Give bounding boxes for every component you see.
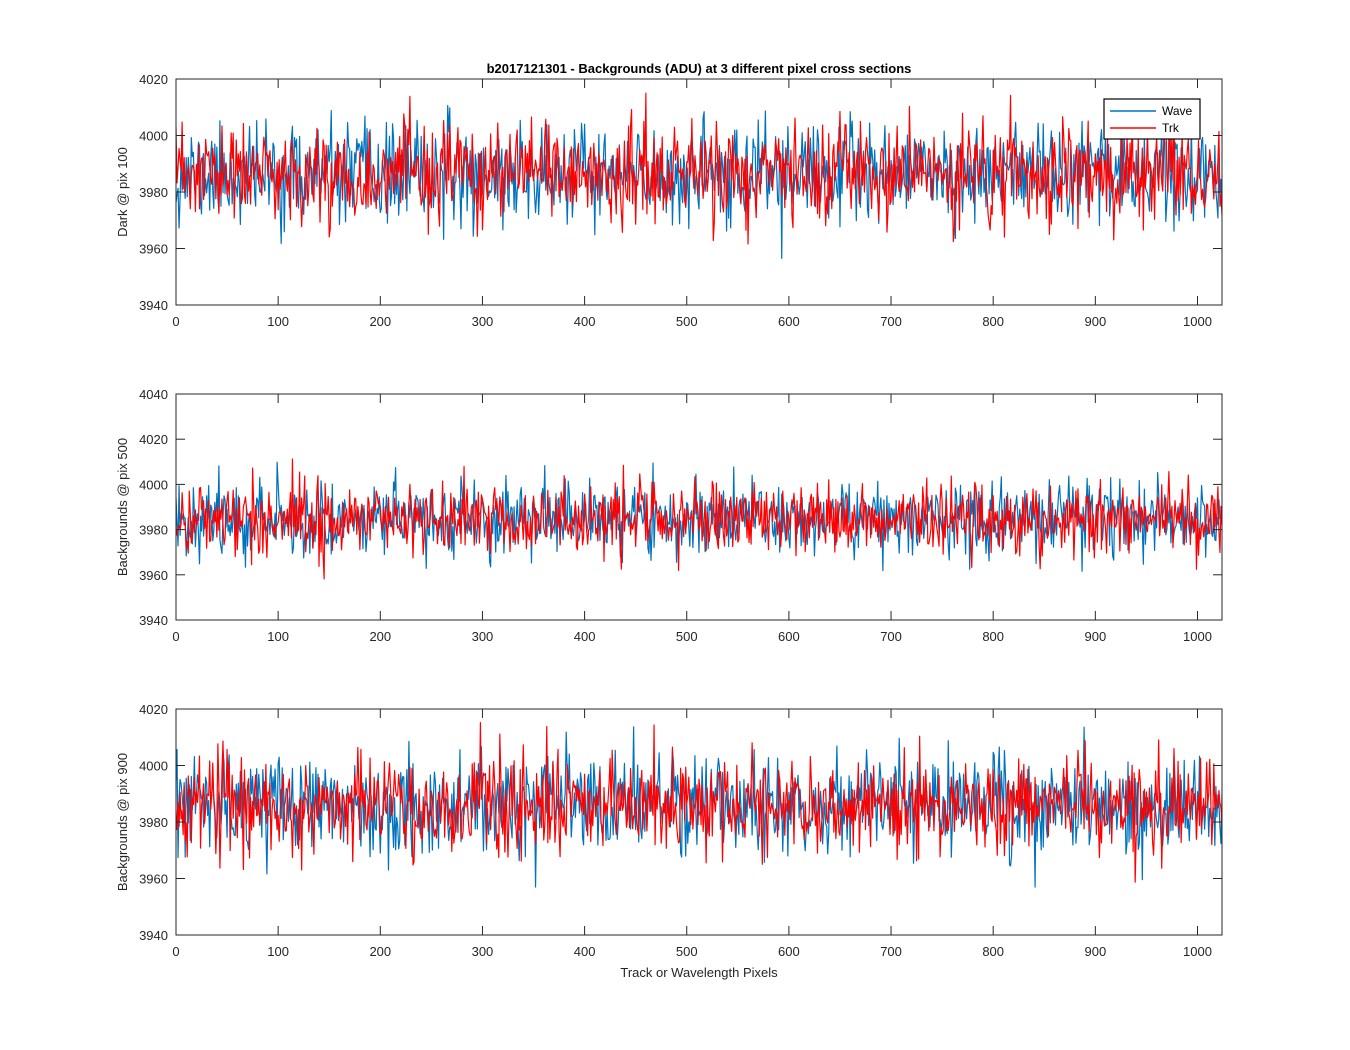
x-tick-label: 600 bbox=[778, 944, 800, 959]
x-tick-label: 200 bbox=[369, 944, 391, 959]
y-axis-label: Backgrounds @ pix 500 bbox=[115, 438, 130, 576]
legend-entry-trk: Trk bbox=[1162, 121, 1180, 135]
y-tick-label: 4040 bbox=[139, 387, 168, 402]
y-tick-label: 4000 bbox=[139, 129, 168, 144]
legend: Wave Trk bbox=[1103, 98, 1201, 140]
x-tick-label: 1000 bbox=[1183, 629, 1212, 644]
x-tick-label: 700 bbox=[880, 629, 902, 644]
x-tick-label: 700 bbox=[880, 314, 902, 329]
y-tick-label: 3980 bbox=[139, 185, 168, 200]
x-tick-label: 1000 bbox=[1183, 314, 1212, 329]
panel-backgrounds-pix-900: 0 100 200 300 400 500 600 700 800 900 1000 3940 3960… bbox=[115, 702, 1223, 959]
x-axis-label: Track or Wavelength Pixels bbox=[620, 965, 778, 980]
y-tick-label: 3980 bbox=[139, 523, 168, 538]
x-tick-label: 800 bbox=[982, 314, 1004, 329]
y-tick-label: 3940 bbox=[139, 928, 168, 943]
x-tick-label: 500 bbox=[676, 314, 698, 329]
y-tick-label: 3940 bbox=[139, 613, 168, 628]
x-tick-label: 600 bbox=[778, 314, 800, 329]
x-tick-label: 900 bbox=[1084, 629, 1106, 644]
x-tick-label: 1000 bbox=[1183, 944, 1212, 959]
x-tick-label: 300 bbox=[472, 314, 494, 329]
y-tick-label: 3980 bbox=[139, 815, 168, 830]
y-tick-label: 3960 bbox=[139, 872, 168, 887]
x-tick-label: 600 bbox=[778, 629, 800, 644]
x-tick-label: 800 bbox=[982, 944, 1004, 959]
series-line-trk bbox=[176, 458, 1222, 580]
legend-box bbox=[1103, 98, 1201, 140]
x-tick-label: 0 bbox=[172, 629, 179, 644]
panel-dark-pix-100: 0 100 200 300 400 500 600 700 800 900 1000 3940 3960… bbox=[115, 72, 1223, 329]
x-tick-label: 400 bbox=[574, 944, 596, 959]
x-tick-label: 0 bbox=[172, 314, 179, 329]
x-tick-label: 900 bbox=[1084, 944, 1106, 959]
legend-entry-wave: Wave bbox=[1162, 104, 1193, 118]
y-tick-label: 3960 bbox=[139, 568, 168, 583]
x-tick-label: 300 bbox=[472, 944, 494, 959]
y-tick-label: 4000 bbox=[139, 477, 168, 492]
series-line-wave bbox=[176, 104, 1222, 259]
y-tick-label: 4020 bbox=[139, 72, 168, 87]
x-tick-label: 400 bbox=[574, 629, 596, 644]
y-tick-label: 4000 bbox=[139, 759, 168, 774]
x-tick-label: 0 bbox=[172, 944, 179, 959]
x-tick-label: 800 bbox=[982, 629, 1004, 644]
x-tick-label: 100 bbox=[267, 314, 289, 329]
x-tick-label: 500 bbox=[676, 629, 698, 644]
series-group bbox=[176, 458, 1222, 580]
x-tick-label: 200 bbox=[369, 629, 391, 644]
x-tick-label: 400 bbox=[574, 314, 596, 329]
x-tick-label: 900 bbox=[1084, 314, 1106, 329]
x-tick-label: 300 bbox=[472, 629, 494, 644]
axes-box bbox=[175, 393, 1223, 621]
series-group bbox=[176, 92, 1222, 259]
panel-backgrounds-pix-500: 0 100 200 300 400 500 600 700 800 900 1000 3940 3960… bbox=[115, 387, 1223, 644]
x-tick-label: 100 bbox=[267, 944, 289, 959]
y-tick-label: 3960 bbox=[139, 242, 168, 257]
x-tick-label: 700 bbox=[880, 944, 902, 959]
x-tick-label: 500 bbox=[676, 944, 698, 959]
y-tick-label: 4020 bbox=[139, 702, 168, 717]
x-tick-label: 200 bbox=[369, 314, 391, 329]
series-line-trk bbox=[176, 722, 1222, 883]
series-group bbox=[176, 722, 1222, 888]
chart-title: b2017121301 - Backgrounds (ADU) at 3 dif… bbox=[487, 61, 912, 76]
x-tick-label: 100 bbox=[267, 629, 289, 644]
series-line-trk bbox=[176, 92, 1222, 245]
y-tick-label: 4020 bbox=[139, 432, 168, 447]
y-axis-label: Backgrounds @ pix 900 bbox=[115, 753, 130, 891]
y-axis-label: Dark @ pix 100 bbox=[115, 147, 130, 237]
y-tick-label: 3940 bbox=[139, 298, 168, 313]
